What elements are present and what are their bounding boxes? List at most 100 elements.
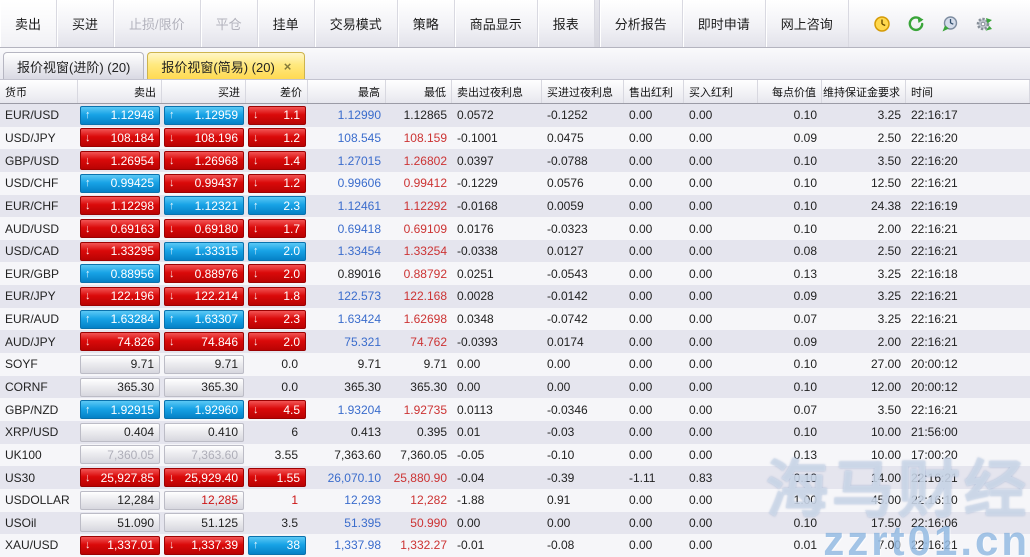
sell-price-button[interactable]: ↓ 1,337.01 xyxy=(80,535,160,555)
product-display-button[interactable]: 商品显示 xyxy=(455,0,538,47)
quote-row-usdollar[interactable]: USDOLLAR 12,284 12,285 1 12,293 12,282 -1.88 0.… xyxy=(0,488,1030,512)
column-header-low[interactable]: 最低 xyxy=(386,80,452,103)
sell-price-button[interactable]: ↑ 1.12948 xyxy=(80,105,160,125)
online-consult-button[interactable]: 网上咨询 xyxy=(766,0,849,47)
trade-mode-button[interactable]: 交易模式 xyxy=(315,0,398,47)
sell-price-button[interactable]: 365.30 xyxy=(80,377,160,397)
buy-price-button[interactable]: 51.125 xyxy=(164,513,244,533)
column-header-buy_div[interactable]: 买入红利 xyxy=(684,80,758,103)
buy-price-button[interactable]: ↓ 0.99437 xyxy=(164,173,244,193)
quote-row-usd-cad[interactable]: USD/CAD ↓ 1.33295 ↑ 1.33315 ↑ 2.0 1.33454 1.3325… xyxy=(0,239,1030,263)
sell-price-button[interactable]: 12,284 xyxy=(80,490,160,510)
buy-price-button[interactable]: ↓ 0.69180 xyxy=(164,219,244,239)
sell-price-button[interactable]: ↓ 108.184 xyxy=(80,128,160,148)
sell-price-button[interactable]: ↓ 25,927.85 xyxy=(80,468,160,488)
sell-price-button[interactable]: ↓ 1.12298 xyxy=(80,196,160,216)
quote-row-uk100[interactable]: UK100 7,360.05 7,363.60 3.55 7,363.60 7,360.0… xyxy=(0,443,1030,467)
quote-row-eur-aud[interactable]: EUR/AUD ↑ 1.63284 ↑ 1.63307 ↓ 2.3 1.63424 1.6269… xyxy=(0,307,1030,331)
analysis-report-button[interactable]: 分析报告 xyxy=(600,0,683,47)
sell-button[interactable]: 卖出 xyxy=(0,0,58,47)
quote-row-cornf[interactable]: CORNF 365.30 365.30 0.0 365.30 365.30 0.00 0.00… xyxy=(0,375,1030,399)
quote-row-gbp-usd[interactable]: GBP/USD ↓ 1.26954 ↓ 1.26968 ↓ 1.4 1.27015 1.2680… xyxy=(0,149,1030,172)
buy_on-value: -0.0543 xyxy=(547,266,588,281)
history-clock-icon[interactable] xyxy=(941,15,959,33)
buy-price-button[interactable]: ↑ 1.12321 xyxy=(164,196,244,216)
buy-price-button[interactable]: ↑ 1.63307 xyxy=(164,309,244,329)
sell-cell: ↓ 74.826 xyxy=(78,330,162,353)
buy-price-button[interactable]: ↑ 1.92960 xyxy=(164,400,244,420)
spread-cell: 0.0 xyxy=(246,353,308,376)
buy-price-button[interactable]: 0.410 xyxy=(164,422,244,442)
sell-price-button[interactable]: 51.090 xyxy=(80,513,160,533)
buy_div-cell: 0.00 xyxy=(684,444,758,467)
clock-icon[interactable] xyxy=(873,15,891,33)
column-header-sell[interactable]: 卖出 xyxy=(78,80,162,103)
buy-price-button[interactable]: 9.71 xyxy=(164,354,244,374)
sell-price-button[interactable]: 0.404 xyxy=(80,422,160,442)
sell-price-button[interactable]: ↑ 1.63284 xyxy=(80,309,160,329)
column-header-buy_on[interactable]: 买进过夜利息 xyxy=(542,80,624,103)
quote-row-aud-usd[interactable]: AUD/USD ↓ 0.69163 ↓ 0.69180 ↓ 1.7 0.69418 0.6910… xyxy=(0,217,1030,240)
column-header-margin[interactable]: 维持保证金要求 xyxy=(822,80,906,103)
column-header-time[interactable]: 时间 xyxy=(906,80,1030,103)
quote-row-eur-jpy[interactable]: EUR/JPY ↓ 122.196 ↓ 122.214 ↓ 1.8 122.573 122.16… xyxy=(0,285,1030,308)
instant-apply-button[interactable]: 即时申请 xyxy=(683,0,766,47)
column-header-high[interactable]: 最高 xyxy=(308,80,386,103)
down-arrow-icon: ↓ xyxy=(253,267,259,280)
buy-price-button[interactable]: ↓ 25,929.40 xyxy=(164,468,244,488)
sell-price-button[interactable]: ↓ 0.69163 xyxy=(80,219,160,239)
tab-quote-simple[interactable]: 报价视窗(简易) (20) × xyxy=(147,52,306,79)
quote-row-usoil[interactable]: USOil 51.090 51.125 3.5 51.395 50.990 0.00 0.00… xyxy=(0,511,1030,535)
buy-price-button[interactable]: ↓ 1.26968 xyxy=(164,151,244,171)
column-header-spread[interactable]: 差价 xyxy=(246,80,308,103)
high-value: 1,337.98 xyxy=(334,538,381,553)
sell-price-button[interactable]: ↑ 0.88956 xyxy=(80,264,160,284)
quote-row-eur-gbp[interactable]: EUR/GBP ↑ 0.88956 ↓ 0.88976 ↓ 2.0 0.89016 0.8879… xyxy=(0,262,1030,286)
quote-row-usd-chf[interactable]: USD/CHF ↑ 0.99425 ↓ 0.99437 ↓ 1.2 0.99606 0.9941… xyxy=(0,171,1030,195)
sell-price-button[interactable]: ↑ 0.99425 xyxy=(80,173,160,193)
buy-price-button[interactable]: 12,285 xyxy=(164,490,244,510)
quote-row-xrp-usd[interactable]: XRP/USD 0.404 0.410 6 0.413 0.395 0.01 -0.03 0.0… xyxy=(0,420,1030,444)
quote-row-eur-usd[interactable]: EUR/USD ↑ 1.12948 ↑ 1.12959 ↓ 1.1 1.12990 1.1286… xyxy=(0,104,1030,127)
buy-price-button[interactable]: ↓ 122.214 xyxy=(164,286,244,306)
buy-price-button[interactable]: ↓ 74.846 xyxy=(164,332,244,352)
column-header-buy[interactable]: 买进 xyxy=(162,80,246,103)
quote-row-soyf[interactable]: SOYF 9.71 9.71 0.0 9.71 9.71 0.00 0.00 0.00 0.00 0… xyxy=(0,353,1030,376)
buy-price-button[interactable]: ↑ 1.33315 xyxy=(164,241,244,261)
quote-row-usd-jpy[interactable]: USD/JPY ↓ 108.184 ↓ 108.196 ↓ 1.2 108.545 108.15… xyxy=(0,126,1030,150)
quote-row-xau-usd[interactable]: XAU/USD ↓ 1,337.01 ↓ 1,337.39 ↑ 38 1,337.98 1,33… xyxy=(0,534,1030,557)
sell-price-button[interactable]: ↓ 1.33295 xyxy=(80,241,160,261)
quote-row-aud-jpy[interactable]: AUD/JPY ↓ 74.826 ↓ 74.846 ↓ 2.0 75.321 74.762 -0.… xyxy=(0,330,1030,354)
sell-price-button[interactable]: ↓ 122.196 xyxy=(80,286,160,306)
column-header-sell_on[interactable]: 卖出过夜利息 xyxy=(452,80,542,103)
quote-row-gbp-nzd[interactable]: GBP/NZD ↑ 1.92915 ↑ 1.92960 ↓ 4.5 1.93204 1.9273… xyxy=(0,398,1030,421)
buy-price-button[interactable]: ↓ 1,337.39 xyxy=(164,535,244,555)
sell-price-button[interactable]: 7,360.05 xyxy=(80,445,160,465)
refresh-icon[interactable] xyxy=(907,15,925,33)
sell_on-value: 0.00 xyxy=(457,380,481,394)
down-arrow-icon: ↓ xyxy=(85,539,91,552)
buy-price-button[interactable]: 365.30 xyxy=(164,377,244,397)
sell-price-button[interactable]: ↓ 74.826 xyxy=(80,332,160,352)
buy-price-button[interactable]: ↓ 0.88976 xyxy=(164,264,244,284)
pending-order-button[interactable]: 挂单 xyxy=(258,0,315,47)
sell-price-button[interactable]: ↑ 1.92915 xyxy=(80,400,160,420)
buy-button[interactable]: 买进 xyxy=(57,0,115,47)
buy-price-button[interactable]: 7,363.60 xyxy=(164,445,244,465)
strategy-button[interactable]: 策略 xyxy=(398,0,455,47)
quote-row-us30[interactable]: US30 ↓ 25,927.85 ↓ 25,929.40 ↓ 1.55 26,070.10 25… xyxy=(0,466,1030,489)
sell-price-button[interactable]: 9.71 xyxy=(80,354,160,374)
report-button[interactable]: 报表 xyxy=(538,0,595,47)
column-header-ppv[interactable]: 每点价值 xyxy=(758,80,822,103)
sell_div-cell: 0.00 xyxy=(624,195,684,218)
tab-quote-advanced[interactable]: 报价视窗(进阶) (20) xyxy=(3,52,145,79)
quote-row-eur-chf[interactable]: EUR/CHF ↓ 1.12298 ↑ 1.12321 ↑ 2.3 1.12461 1.1229… xyxy=(0,194,1030,218)
low-value: 1.33254 xyxy=(403,244,447,259)
column-header-sell_div[interactable]: 售出红利 xyxy=(624,80,684,103)
sell-price-button[interactable]: ↓ 1.26954 xyxy=(80,151,160,171)
tab-close-icon[interactable]: × xyxy=(283,58,292,74)
column-header-currency[interactable]: 货币 xyxy=(0,80,78,103)
sync-gear-icon[interactable] xyxy=(975,15,993,33)
buy-price-button[interactable]: ↑ 1.12959 xyxy=(164,105,244,125)
buy-price-button[interactable]: ↓ 108.196 xyxy=(164,128,244,148)
